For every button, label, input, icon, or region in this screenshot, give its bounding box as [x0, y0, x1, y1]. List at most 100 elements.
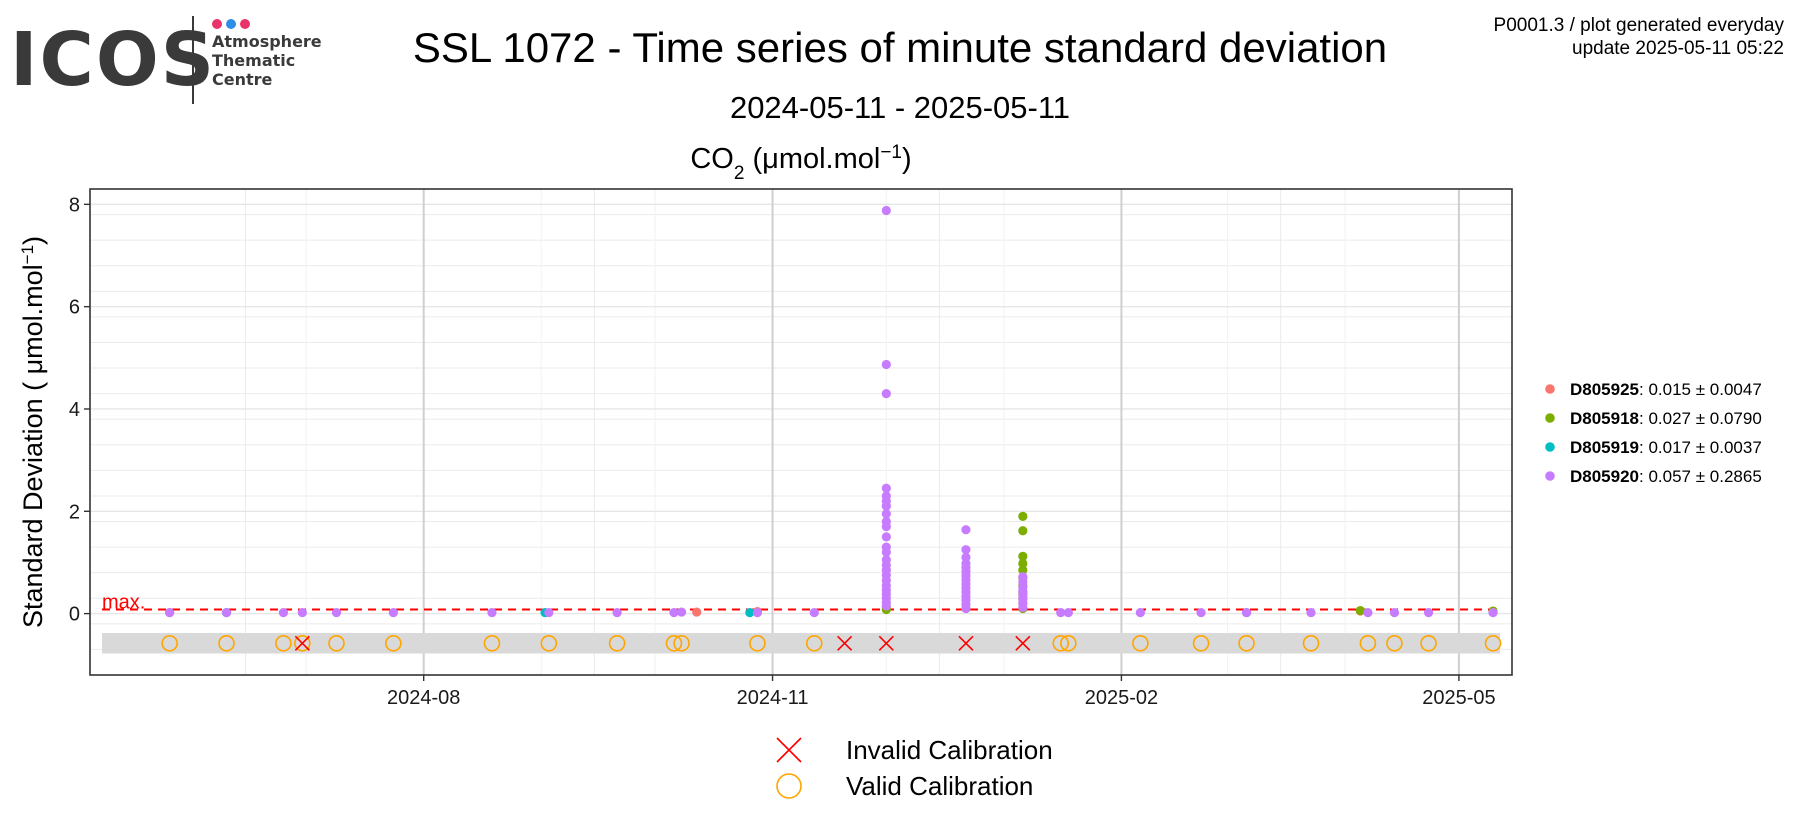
- legend-series-name: D805918: [1570, 409, 1639, 428]
- invalid-calibration-markers: [294, 635, 1031, 651]
- y-axis-label: Standard Deviation ( μmol.mol−1): [18, 236, 49, 628]
- data-point: [881, 532, 891, 542]
- data-point: [487, 607, 497, 618]
- valid-calibration-marker: [665, 634, 683, 652]
- data-point: [881, 359, 891, 370]
- data-point: [1063, 607, 1073, 618]
- data-point: [1423, 607, 1434, 618]
- data-point: [165, 607, 175, 618]
- legend-series-stat: : 0.015 ± 0.0047: [1639, 380, 1762, 399]
- valid-calibration-markers: [161, 634, 1502, 652]
- logo-subtitle: Atmosphere Thematic Centre: [212, 32, 322, 89]
- logo-line: Centre: [212, 70, 273, 89]
- legend-label: D805918: 0.027 ± 0.0790: [1570, 409, 1762, 428]
- data-point: [278, 607, 288, 618]
- legend-series-stat: : 0.027 ± 0.0790: [1639, 409, 1762, 428]
- legend-invalid-calibration-label: Invalid Calibration: [846, 735, 1053, 765]
- data-point: [881, 491, 891, 501]
- data-point: [961, 545, 971, 555]
- plot-panel: [90, 189, 1512, 675]
- data-point: [881, 483, 891, 493]
- data-point: [669, 607, 679, 618]
- logo-line: Atmosphere: [212, 32, 322, 51]
- valid-calibration-marker: [1359, 634, 1377, 652]
- valid-calibration-marker: [483, 634, 501, 652]
- data-point: [1363, 607, 1373, 618]
- x-tick-label: 2024-08: [387, 687, 460, 709]
- logo-dot: [212, 19, 222, 29]
- valid-calibration-marker: [1238, 634, 1255, 652]
- plot-border: [89, 188, 1513, 676]
- legend-series-stat: : 0.017 ± 0.0037: [1639, 438, 1762, 457]
- data-point: [1389, 607, 1400, 618]
- data-point: [331, 607, 342, 618]
- data-point: [612, 607, 622, 618]
- y-axis-label-text: Standard Deviation ( μmol.mol: [18, 264, 48, 628]
- data-point: [745, 607, 755, 618]
- valid-calibration-marker: [1132, 634, 1149, 652]
- legend-label: D805919: 0.017 ± 0.0037: [1570, 438, 1762, 457]
- logo-divider: [192, 16, 194, 104]
- valid-calibration-marker: [385, 634, 402, 652]
- valid-calibration-marker: [1192, 634, 1210, 652]
- page-title: SSL 1072 - Time series of minute standar…: [412, 24, 1388, 71]
- valid-calibration-marker: [1060, 634, 1077, 652]
- x-tick-label: 2025-02: [1085, 687, 1158, 709]
- valid-calibration-marker: [673, 634, 690, 652]
- data-point: [1306, 607, 1316, 618]
- valid-calibration-marker: [1302, 634, 1320, 652]
- legend-series-name: D805925: [1570, 380, 1639, 399]
- y-tick-label: 4: [69, 399, 80, 421]
- data-point: [1018, 572, 1028, 582]
- legend-key: [1545, 442, 1555, 452]
- data-point: [1135, 607, 1145, 618]
- major-gridlines: [90, 189, 1512, 675]
- panel-title-unit: (μmol.mol: [744, 143, 880, 175]
- y-tick-label: 0: [69, 604, 80, 626]
- legend-label: D805925: 0.015 ± 0.0047: [1570, 380, 1762, 399]
- logo-dot: [240, 19, 250, 29]
- legend-series-name: D805920: [1570, 467, 1639, 486]
- data-point: [692, 607, 702, 617]
- data-point: [1241, 607, 1252, 618]
- panel-title-subscript: 2: [734, 163, 745, 184]
- data-point: [1056, 607, 1066, 618]
- x-tick-label: 2024-11: [737, 687, 809, 709]
- panel-title-unit-close: ): [902, 143, 912, 175]
- data-point: [809, 607, 819, 618]
- invalid-calibration-marker: [837, 635, 853, 651]
- invalid-calibration-marker: [294, 635, 310, 651]
- data-point: [752, 607, 762, 618]
- panel-title-base: CO: [690, 143, 734, 175]
- series-D805920: [165, 205, 1498, 618]
- y-tick-label: 6: [69, 297, 80, 319]
- logo-line: Thematic: [212, 51, 296, 70]
- legend-invalid-calibration-key: [776, 737, 802, 763]
- invalid-calibration-marker: [878, 635, 894, 651]
- legend-key: [1545, 471, 1555, 481]
- calibration-legend: Invalid Calibration Valid Calibration: [776, 735, 1053, 801]
- logo-wordmark: ICOS: [10, 17, 217, 103]
- y-axis-label-close: ): [18, 236, 48, 245]
- y-tick-label: 8: [69, 194, 80, 216]
- data-point: [1018, 558, 1028, 569]
- logo-dots: [212, 16, 254, 30]
- valid-calibration-marker: [1420, 634, 1437, 652]
- logo-dot: [226, 19, 236, 29]
- data-point: [881, 509, 891, 519]
- panel-title: CO2 (μmol.mol−1): [690, 142, 911, 184]
- data-point: [961, 552, 971, 562]
- panel-title-superscript: −1: [880, 142, 902, 163]
- plot-id: P0001.3 / plot generated everyday: [1493, 15, 1784, 36]
- date-range: 2024-05-11 - 2025-05-11: [729, 90, 1071, 125]
- data-point: [881, 389, 891, 399]
- valid-calibration-marker: [1386, 634, 1403, 652]
- legend-key: [1545, 384, 1555, 394]
- valid-calibration-marker: [328, 634, 345, 652]
- data-point: [221, 607, 232, 618]
- data-point: [676, 607, 687, 617]
- valid-calibration-marker: [805, 634, 823, 652]
- invalid-calibration-marker: [1015, 635, 1031, 651]
